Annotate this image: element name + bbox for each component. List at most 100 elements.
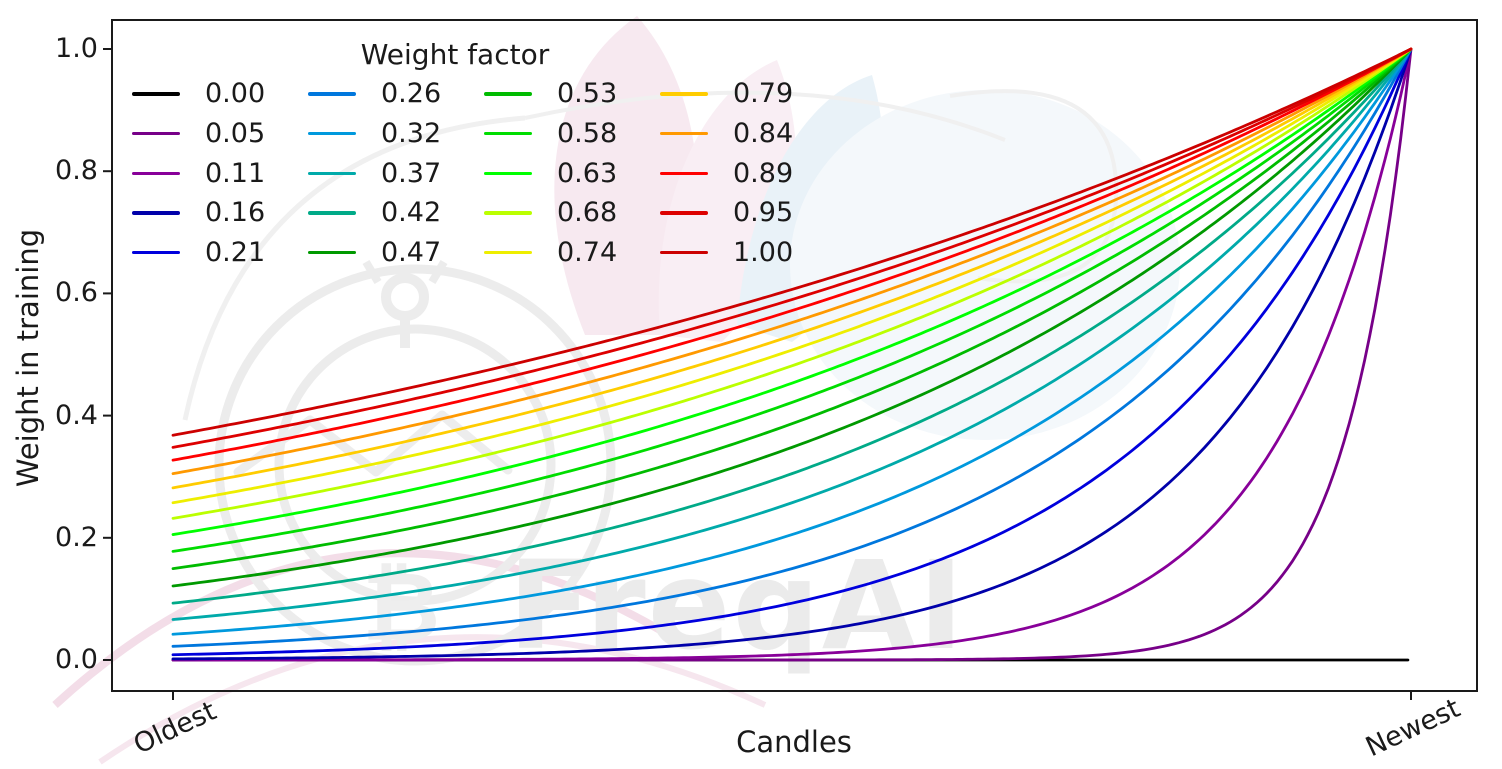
legend-label-0.68: 0.68 bbox=[557, 197, 618, 229]
legend-label-0.58: 0.58 bbox=[557, 118, 618, 150]
y-tick-label-0.6: 0.6 bbox=[55, 277, 98, 309]
legend-label-0.74: 0.74 bbox=[557, 237, 618, 269]
legend-label-0.37: 0.37 bbox=[381, 157, 442, 189]
y-tick-label-0.4: 0.4 bbox=[55, 399, 98, 431]
y-tick-label-1.0: 1.0 bbox=[55, 33, 98, 64]
watermark-swoosh-2 bbox=[98, 634, 767, 765]
watermark-text: FreqAI bbox=[508, 535, 966, 677]
legend-swatch-0.00 bbox=[132, 92, 180, 96]
legend-label-0.42: 0.42 bbox=[381, 197, 442, 229]
legend-item-0.47: 0.47 bbox=[308, 237, 484, 268]
y-tick-label-0.0: 0.0 bbox=[55, 644, 98, 675]
legend-title: Weight factor bbox=[360, 38, 550, 71]
legend-item-0.32: 0.32 bbox=[308, 118, 484, 149]
legend-swatch-0.42 bbox=[308, 211, 356, 215]
axis-tick-marks bbox=[103, 48, 1412, 700]
watermark-wing-arc-2 bbox=[524, 90, 1006, 142]
legend: Weight factor 0.00 0.05 0.11 0.16 0.21 0.26 0.… bbox=[125, 38, 797, 272]
curve-weight-factor-0.11 bbox=[171, 47, 1413, 662]
legend-swatch-0.68 bbox=[484, 211, 532, 215]
watermark-crown-tick-left bbox=[362, 259, 382, 285]
curve-weight-factor-0.21 bbox=[171, 47, 1413, 657]
legend-swatch-1.00 bbox=[660, 250, 708, 255]
y-axis-label: Weight in training bbox=[11, 228, 45, 488]
legend-item-1.00: 1.00 bbox=[660, 237, 836, 268]
legend-item-0.26: 0.26 bbox=[308, 78, 484, 109]
legend-swatch-0.79 bbox=[660, 92, 708, 96]
curve-weight-factor-0.26 bbox=[171, 47, 1413, 648]
legend-item-0.16: 0.16 bbox=[132, 197, 308, 228]
legend-swatch-0.84 bbox=[660, 131, 708, 136]
legend-label-0.53: 0.53 bbox=[557, 78, 618, 110]
axes-frame bbox=[111, 19, 1478, 692]
legend-item-0.58: 0.58 bbox=[484, 118, 660, 149]
curve-weight-factor-0.58 bbox=[171, 47, 1413, 553]
legend-item-0.53: 0.53 bbox=[484, 78, 660, 109]
legend-swatch-0.53 bbox=[484, 92, 532, 96]
legend-item-0.05: 0.05 bbox=[132, 118, 308, 149]
curve-weight-factor-0.42 bbox=[171, 47, 1413, 605]
legend-grid: 0.00 0.05 0.11 0.16 0.21 0.26 0.32 0.37 0.42 0.47… bbox=[132, 74, 797, 272]
legend-swatch-0.32 bbox=[308, 131, 356, 136]
legend-label-0.79: 0.79 bbox=[733, 78, 794, 110]
legend-label-0.21: 0.21 bbox=[205, 237, 266, 269]
curve-weight-factor-0.16 bbox=[171, 47, 1413, 661]
legend-swatch-0.58 bbox=[484, 131, 532, 136]
curve-weight-factor-0.68 bbox=[171, 47, 1413, 520]
legend-item-0.63: 0.63 bbox=[484, 158, 660, 189]
curve-weight-factor-0.47 bbox=[171, 47, 1413, 588]
watermark-inner-circle bbox=[274, 324, 556, 606]
legend-item-0.21: 0.21 bbox=[132, 237, 308, 268]
legend-label-0.26: 0.26 bbox=[381, 78, 442, 110]
curve-weight-factor-0.53 bbox=[171, 47, 1413, 571]
curve-weight-factor-0.89 bbox=[171, 47, 1413, 462]
watermark-crown-tick-right bbox=[428, 259, 448, 285]
curve-weight-factor-0.32 bbox=[171, 47, 1413, 636]
curve-weight-factor-0.79 bbox=[171, 47, 1413, 490]
legend-item-0.89: 0.89 bbox=[660, 158, 836, 189]
curve-weight-factor-0.74 bbox=[171, 47, 1413, 505]
curve-weight-factor-0.37 bbox=[171, 47, 1413, 621]
legend-label-0.63: 0.63 bbox=[557, 157, 618, 189]
legend-swatch-0.74 bbox=[484, 250, 532, 255]
legend-item-0.00: 0.00 bbox=[132, 78, 308, 109]
legend-label-0.05: 0.05 bbox=[205, 118, 266, 150]
curve-weight-factor-0.84 bbox=[171, 47, 1413, 476]
legend-label-0.47: 0.47 bbox=[381, 237, 442, 269]
legend-item-0.79: 0.79 bbox=[660, 78, 836, 109]
legend-swatch-0.37 bbox=[308, 171, 356, 175]
legend-label-0.89: 0.89 bbox=[733, 157, 794, 189]
legend-swatch-0.47 bbox=[308, 250, 356, 255]
legend-item-0.11: 0.11 bbox=[132, 158, 308, 189]
legend-label-0.32: 0.32 bbox=[381, 118, 442, 150]
curve-weight-factor-1.00 bbox=[171, 47, 1413, 437]
legend-label-0.00: 0.00 bbox=[205, 78, 266, 110]
legend-swatch-0.95 bbox=[660, 211, 708, 215]
legend-item-0.84: 0.84 bbox=[660, 118, 836, 149]
watermark-swoosh-1 bbox=[52, 549, 688, 708]
watermark-bitcoin-glyph: ₿ bbox=[362, 551, 440, 663]
legend-item-0.95: 0.95 bbox=[660, 197, 836, 228]
legend-item-0.74: 0.74 bbox=[484, 237, 660, 268]
legend-swatch-0.63 bbox=[484, 171, 532, 175]
legend-label-0.95: 0.95 bbox=[733, 197, 794, 229]
y-tick-label-0.2: 0.2 bbox=[55, 521, 98, 553]
legend-swatch-0.26 bbox=[308, 92, 356, 96]
legend-item-0.37: 0.37 bbox=[308, 158, 484, 189]
legend-item-0.42: 0.42 bbox=[308, 197, 484, 228]
curve-weight-factor-0.95 bbox=[171, 47, 1413, 449]
weight-curves bbox=[171, 47, 1413, 662]
legend-item-0.68: 0.68 bbox=[484, 197, 660, 228]
legend-label-0.16: 0.16 bbox=[205, 197, 266, 229]
legend-label-1.00: 1.00 bbox=[733, 237, 794, 269]
y-tick-label-0.8: 0.8 bbox=[55, 155, 98, 187]
x-axis-label: Candles bbox=[736, 725, 852, 759]
legend-swatch-0.11 bbox=[132, 171, 180, 175]
legend-swatch-0.16 bbox=[132, 211, 180, 215]
legend-label-0.11: 0.11 bbox=[205, 157, 266, 189]
legend-swatch-0.89 bbox=[660, 171, 708, 175]
curve-weight-factor-0.63 bbox=[171, 47, 1413, 536]
watermark-crown-circle bbox=[381, 273, 429, 321]
